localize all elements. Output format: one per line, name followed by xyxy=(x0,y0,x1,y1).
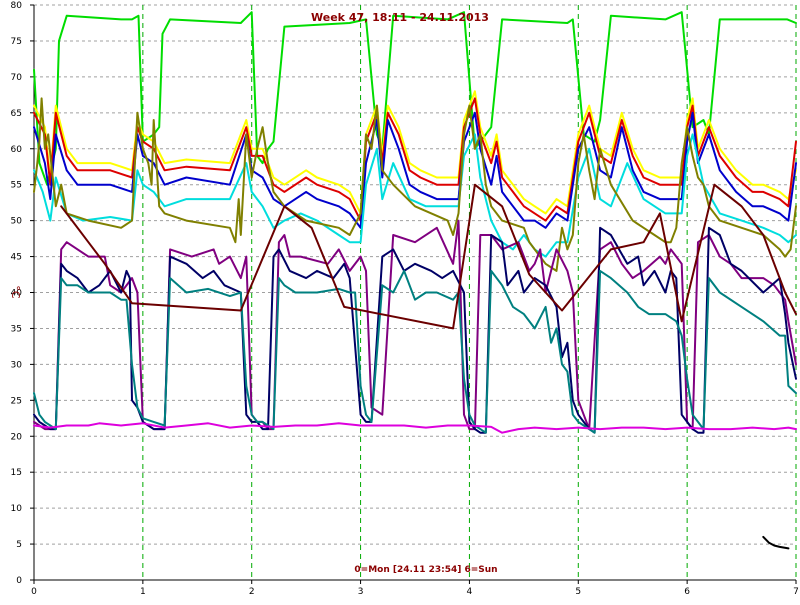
y-tick-label: 70 xyxy=(11,73,23,83)
x-tick-label: 6 xyxy=(684,587,690,597)
x-tick-label: 5 xyxy=(575,587,581,597)
y-tick-label: 35 xyxy=(11,324,22,334)
x-tick-labels: 0 1 2 3 4 5 6 7 xyxy=(31,580,799,597)
x-tick-label: 0 xyxy=(31,587,37,597)
y-tick-label: 45 xyxy=(11,253,22,263)
y-tick-label: 15 xyxy=(11,468,22,478)
y-tick-label: 30 xyxy=(11,360,23,370)
axes xyxy=(30,5,797,584)
series-line-5 xyxy=(33,133,797,258)
y-tick-label: 50 xyxy=(11,217,23,227)
y-tick-label: 0 xyxy=(16,576,22,586)
y-tick-label: 10 xyxy=(11,504,23,514)
y-axis-label: °C xyxy=(9,285,22,299)
y-tick-label: 20 xyxy=(11,432,23,442)
series-line-3 xyxy=(33,97,797,222)
chart-footer: 0=Mon [24.11 23:54] 6=Sun xyxy=(354,565,497,575)
y-tick-label: 40 xyxy=(11,289,23,299)
y-tick-label: 55 xyxy=(11,181,22,191)
y-tick-label: 25 xyxy=(11,396,22,406)
series-line-6 xyxy=(33,97,797,272)
series-line-1 xyxy=(33,11,797,186)
y-tick-label: 5 xyxy=(16,540,22,550)
y-tick-label: 80 xyxy=(11,1,23,11)
x-tick-label: 2 xyxy=(249,587,255,597)
series-line-12 xyxy=(762,535,790,550)
x-tick-label: 3 xyxy=(358,587,364,597)
x-tick-label: 4 xyxy=(467,587,473,597)
chart-title: Week 47, 18:11 - 24.11.2013 xyxy=(311,11,489,24)
y-tick-label: 60 xyxy=(11,145,23,155)
series xyxy=(33,11,797,550)
series-line-11 xyxy=(33,422,797,434)
series-line-10 xyxy=(60,183,797,330)
y-tick-labels: 0 5 10 15 20 25 30 35 40 45 50 55 60 65 70 75 80 xyxy=(11,1,34,586)
x-tick-label: 7 xyxy=(793,587,799,597)
y-tick-label: 65 xyxy=(11,109,22,119)
series-line-9 xyxy=(33,269,797,434)
y-tick-label: 75 xyxy=(11,37,22,47)
grid xyxy=(34,4,796,580)
x-tick-label: 1 xyxy=(140,587,146,597)
